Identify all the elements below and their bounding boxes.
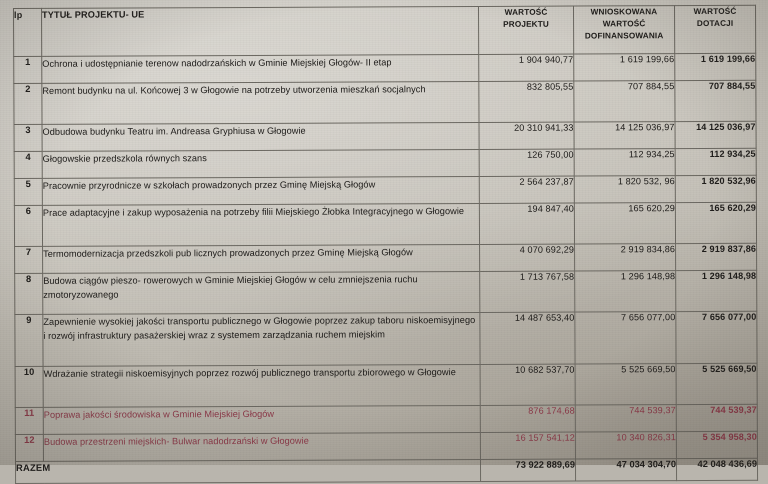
row-wartosc-projektu: 194 847,40: [479, 203, 575, 245]
row-index: 12: [15, 434, 44, 462]
row-index: 10: [15, 366, 44, 408]
table-row: 2 Remont budynku na ul. Końcowej 3 w Głog…: [13, 80, 757, 125]
table-row: 4 Głogowskie przedszkola równych szans 126…: [14, 148, 757, 179]
row-index: 6: [14, 205, 43, 247]
column-header-wartosc-projektu: WARTOŚĆ PROJEKTU: [478, 6, 574, 55]
column-header-dotacji-line2: DOTACJI: [696, 18, 734, 28]
row-wnioskowana: 707 884,55: [573, 80, 676, 123]
total-wartosc-projektu: 73 922 889,69: [480, 459, 576, 482]
paper-background: [0, 0, 768, 465]
row-dotacji: 5 525 669,50: [676, 363, 758, 405]
table-row: 10 Wdrażanie strategii niskoemisyjnych po…: [15, 363, 758, 408]
column-header-title: TYTUŁ PROJEKTU- UE: [41, 6, 479, 57]
row-index: 8: [14, 273, 43, 315]
row-index: 4: [14, 151, 43, 179]
row-dotacji: 1 619 199,66: [674, 53, 756, 81]
row-project-title: Budowa przestrzeni miejskich- Bulwar nad…: [43, 432, 481, 462]
row-dotacji: 165 620,29: [675, 202, 757, 244]
table-body: 1 Ochrona i udostępnianie terenow nadodrz…: [13, 53, 758, 462]
table-header-row: lp TYTUŁ PROJEKTU- UE WARTOŚĆ PROJEKTU W…: [13, 5, 756, 57]
row-wnioskowana: 7 656 077,00: [574, 311, 677, 365]
column-header-wnioskowana-line3: DOFINANSOWANIA: [584, 30, 664, 41]
row-wartosc-projektu: 14 487 653,40: [479, 312, 576, 365]
row-wartosc-projektu: 4 070 692,29: [479, 244, 575, 272]
total-dotacji: 42 048 436,69: [676, 458, 758, 481]
row-wnioskowana: 112 934,25: [574, 148, 676, 177]
row-wartosc-projektu: 1 904 940,77: [478, 54, 574, 82]
row-wartosc-projektu: 2 564 237,87: [479, 176, 575, 204]
row-project-title: Remont budynku na ul. Końcowej 3 w Głogo…: [41, 81, 480, 125]
column-header-wartosc-projektu-line1: WARTOŚĆ: [504, 7, 548, 17]
table-row: 12 Budowa przestrzeni miejskich- Bulwar n…: [15, 431, 758, 462]
table-footer: RAZEM 73 922 889,69 47 034 304,70 42 048…: [15, 458, 758, 484]
row-index: 2: [13, 83, 43, 125]
total-label: RAZEM: [15, 459, 481, 484]
table-row: 11 Poprawa jakości środowiska w Gminie Mi…: [15, 404, 758, 435]
row-wnioskowana: 2 919 834,86: [574, 243, 676, 272]
row-project-title: Prace adaptacyjne i zakup wyposażenia na…: [42, 203, 480, 247]
table-row: 8 Budowa ciągów pieszo- rowerowych w Gmin…: [14, 270, 757, 315]
row-project-title: Pracownie przyrodnicze w szkołach prowad…: [42, 176, 480, 206]
row-dotacji: 2 919 837,86: [675, 243, 757, 271]
row-dotacji: 1 296 148,98: [675, 270, 757, 312]
row-wartosc-projektu: 126 750,00: [479, 149, 575, 177]
row-wnioskowana: 10 340 826,31: [575, 431, 677, 460]
table-header: lp TYTUŁ PROJEKTU- UE WARTOŚĆ PROJEKTU W…: [13, 5, 756, 57]
row-wartosc-projektu: 876 174,68: [480, 405, 576, 433]
row-index: 3: [14, 124, 43, 152]
row-dotacji: 707 884,55: [674, 80, 757, 122]
column-header-wnioskowana-wartosc-dofinansowania: WNIOSKOWANA WARTOŚĆ DOFINANSOWANIA: [573, 5, 675, 55]
row-wartosc-projektu: 16 157 541,12: [480, 432, 576, 460]
project-funding-table-sheet: lp TYTUŁ PROJEKTU- UE WARTOŚĆ PROJEKTU W…: [13, 5, 758, 484]
row-index: 7: [14, 246, 43, 274]
table-row: 6 Prace adaptacyjne i zakup wyposażenia n…: [14, 202, 757, 247]
row-wartosc-projektu: 1 713 767,58: [479, 271, 575, 313]
row-project-title: Termomodernizacja przedszkoli pub liczny…: [42, 244, 480, 274]
row-project-title: Poprawa jakości środowiska w Gminie Miej…: [43, 405, 481, 435]
row-index: 11: [15, 407, 44, 435]
project-funding-table: lp TYTUŁ PROJEKTU- UE WARTOŚĆ PROJEKTU W…: [13, 5, 758, 484]
row-wnioskowana: 165 620,29: [574, 202, 676, 245]
row-wnioskowana: 14 125 036,97: [574, 121, 676, 150]
row-index: 1: [13, 56, 42, 84]
table-row: 9 Zapewnienie wysokiej jakości transportu…: [14, 311, 758, 367]
row-wnioskowana: 5 525 669,50: [575, 363, 677, 406]
total-row: RAZEM 73 922 889,69 47 034 304,70 42 048…: [15, 458, 758, 484]
row-wartosc-projektu: 10 682 537,70: [480, 364, 576, 406]
row-wnioskowana: 1 296 148,98: [574, 270, 676, 313]
column-header-dotacji-line1: WARTOŚĆ: [693, 6, 737, 17]
column-header-wartosc-dotacji: WARTOŚĆ DOTACJI: [674, 5, 756, 54]
column-header-wnioskowana-line2: WARTOŚĆ: [602, 19, 646, 29]
row-dotacji: 5 354 958,30: [676, 431, 758, 459]
row-project-title: Wdrażanie strategii niskoemisyjnych popr…: [43, 364, 481, 408]
total-wnioskowana: 47 034 304,70: [575, 458, 677, 482]
column-header-wartosc-projektu-line2: PROJEKTU: [503, 19, 549, 29]
row-project-title: Odbudowa budynku Teatru im. Andreasa Gry…: [42, 122, 480, 152]
row-wnioskowana: 744 539,37: [575, 404, 677, 433]
row-wartosc-projektu: 20 310 941,33: [479, 122, 575, 150]
table-row: 5 Pracownie przyrodnicze w szkołach prowa…: [14, 175, 757, 206]
row-project-title: Budowa ciągów pieszo- rowerowych w Gmini…: [42, 271, 480, 315]
row-wnioskowana: 1 820 532, 96: [574, 175, 676, 204]
row-project-title: Głogowskie przedszkola równych szans: [42, 149, 480, 179]
table-row: 3 Odbudowa budynku Teatru im. Andreasa Gr…: [14, 121, 757, 152]
row-wartosc-projektu: 832 805,55: [478, 81, 575, 123]
row-dotacji: 14 125 036,97: [675, 121, 757, 149]
row-dotacji: 7 656 077,00: [675, 311, 758, 364]
table-row: 7 Termomodernizacja przedszkoli pub liczn…: [14, 243, 757, 274]
row-index: 5: [14, 178, 43, 206]
row-dotacji: 744 539,37: [676, 404, 758, 432]
table-row: 1 Ochrona i udostępnianie terenow nadodrz…: [13, 53, 756, 84]
column-header-lp: lp: [13, 8, 42, 57]
row-index: 9: [14, 314, 44, 367]
row-dotacji: 112 934,25: [675, 148, 757, 176]
row-dotacji: 1 820 532,96: [675, 175, 757, 203]
column-header-wnioskowana-line1: WNIOSKOWANA: [590, 7, 658, 17]
row-project-title: Zapewnienie wysokiej jakości transportu …: [42, 312, 481, 367]
row-wnioskowana: 1 619 199,66: [573, 53, 675, 82]
row-project-title: Ochrona i udostępnianie terenow nadodrza…: [41, 54, 479, 84]
